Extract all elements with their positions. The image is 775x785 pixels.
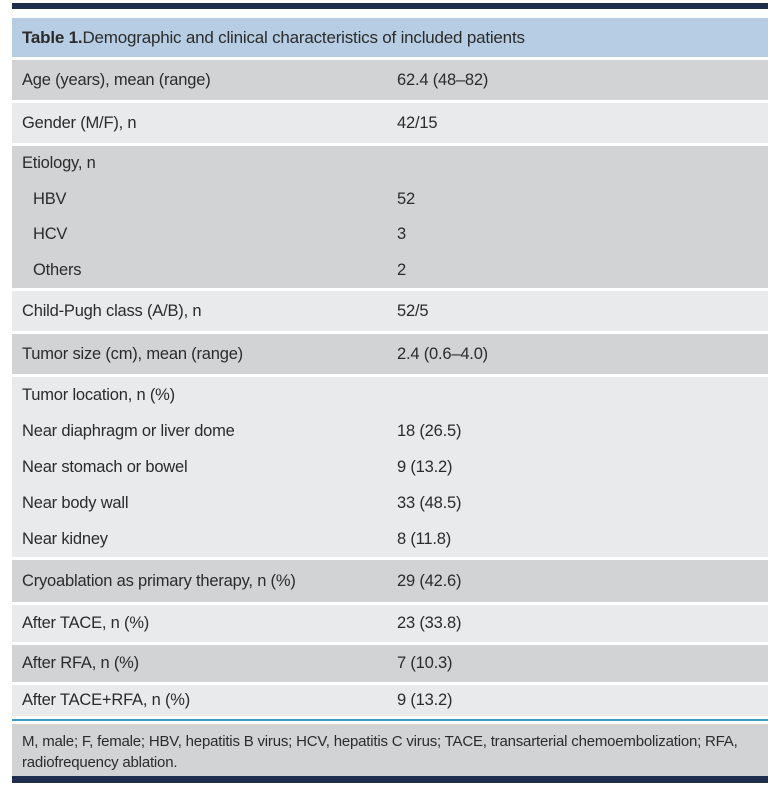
row-label: HCV <box>33 225 68 244</box>
row-label: Near stomach or bowel <box>22 457 188 476</box>
table-line: HCV 3 <box>12 217 768 253</box>
table-title-text: Demographic and clinical characteristics… <box>82 27 525 47</box>
table-row-group: Tumor location, n (%) Near diaphragm or l… <box>12 377 768 557</box>
table-row: Cryoablation as primary therapy, n (%) 29… <box>12 560 768 602</box>
row-value: 8 (11.8) <box>397 529 452 548</box>
table-1: Table 1. Demographic and clinical charac… <box>12 18 768 778</box>
row-value: 62.4 (48–82) <box>397 70 489 89</box>
table-title: Table 1. Demographic and clinical charac… <box>12 18 768 57</box>
table-row: Tumor size (cm), mean (range) 2.4 (0.6–4.… <box>12 334 768 374</box>
table-line: Near diaphragm or liver dome 18 (26.5) <box>12 413 768 449</box>
row-label: Near diaphragm or liver dome <box>22 421 235 440</box>
table-row: After TACE+RFA, n (%) 9 (13.2) <box>12 685 768 716</box>
row-label: Near body wall <box>22 493 129 512</box>
row-value: 2.4 (0.6–4.0) <box>397 344 488 363</box>
row-value: 2 <box>397 260 406 279</box>
table-row-group: Etiology, n HBV 52 HCV 3 Others 2 <box>12 146 768 288</box>
row-value: 18 (26.5) <box>397 421 462 440</box>
table-line: Near stomach or bowel 9 (13.2) <box>12 449 768 485</box>
row-label: Age (years), mean (range) <box>22 70 211 89</box>
row-value: 23 (33.8) <box>397 614 462 632</box>
row-value: 33 (48.5) <box>397 493 462 512</box>
row-value: 52/5 <box>397 301 429 320</box>
table-title-number: Table 1. <box>22 27 83 47</box>
row-value: 9 (13.2) <box>397 691 453 709</box>
row-value: 7 (10.3) <box>397 654 453 672</box>
footnote-separator-rule <box>12 719 768 721</box>
table-row: Child-Pugh class (A/B), n 52/5 <box>12 291 768 331</box>
row-value: 52 <box>397 189 415 208</box>
table-line: Cryoablation as primary therapy, n (%) 29… <box>12 560 768 602</box>
table-line: HBV 52 <box>12 182 768 218</box>
table-row: After TACE, n (%) 23 (33.8) <box>12 605 768 642</box>
table-line: Age (years), mean (range) 62.4 (48–82) <box>12 60 768 100</box>
row-label: Cryoablation as primary therapy, n (%) <box>22 571 296 590</box>
row-label: Others <box>33 260 82 279</box>
row-label: Gender (M/F), n <box>22 113 137 132</box>
row-label: Tumor location, n (%) <box>22 385 175 404</box>
table-line: Others 2 <box>12 253 768 289</box>
row-label: Child-Pugh class (A/B), n <box>22 301 202 320</box>
row-value: 3 <box>397 225 406 244</box>
table-footnote: M, male; F, female; HBV, hepatitis B vir… <box>12 724 768 778</box>
row-label: Near kidney <box>22 529 108 548</box>
row-label: After TACE+RFA, n (%) <box>22 691 191 709</box>
row-label: After RFA, n (%) <box>22 654 139 672</box>
row-label: After TACE, n (%) <box>22 614 150 632</box>
table-row: Gender (M/F), n 42/15 <box>12 103 768 143</box>
table-line: Gender (M/F), n 42/15 <box>12 103 768 143</box>
table-row: Age (years), mean (range) 62.4 (48–82) <box>12 60 768 100</box>
row-value: 29 (42.6) <box>397 571 462 590</box>
row-label: HBV <box>33 189 67 208</box>
table-line: Tumor size (cm), mean (range) 2.4 (0.6–4.… <box>12 334 768 374</box>
row-value: 9 (13.2) <box>397 457 453 476</box>
table-line: Near body wall 33 (48.5) <box>12 485 768 521</box>
table-line: After TACE+RFA, n (%) 9 (13.2) <box>12 685 768 716</box>
row-label: Etiology, n <box>22 154 96 173</box>
row-label: Tumor size (cm), mean (range) <box>22 344 243 363</box>
table-row: After RFA, n (%) 7 (10.3) <box>12 645 768 682</box>
bottom-page-rule <box>12 776 768 783</box>
table-line: Child-Pugh class (A/B), n 52/5 <box>12 291 768 331</box>
table-line: Etiology, n <box>12 146 768 182</box>
top-page-rule <box>12 3 768 9</box>
table-line: Tumor location, n (%) <box>12 377 768 413</box>
table-line: After TACE, n (%) 23 (33.8) <box>12 605 768 642</box>
table-line: Near kidney 8 (11.8) <box>12 521 768 557</box>
table-line: After RFA, n (%) 7 (10.3) <box>12 645 768 682</box>
row-value: 42/15 <box>397 113 438 132</box>
